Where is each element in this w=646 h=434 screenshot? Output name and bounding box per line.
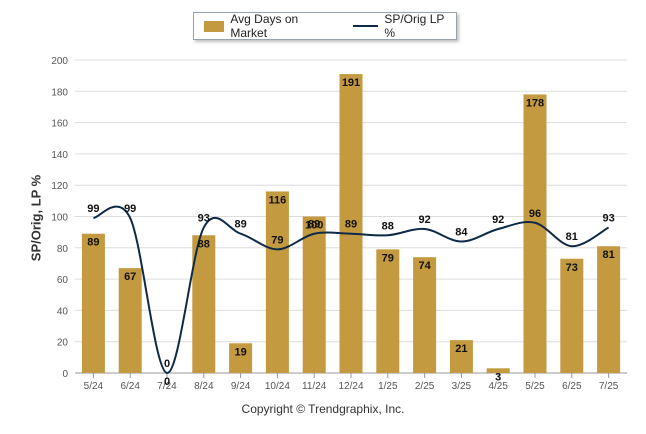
- y-tick-label: 60: [57, 275, 69, 286]
- line-value-label: 89: [308, 219, 320, 231]
- line-value-label: 92: [492, 214, 504, 226]
- bar-value-label: 73: [566, 262, 578, 274]
- bar-value-label: 3: [495, 371, 501, 383]
- bar-7-25: [597, 246, 621, 373]
- line-value-label: 96: [529, 208, 541, 220]
- bar-value-label: 88: [198, 238, 210, 250]
- line-value-label: 0: [164, 358, 170, 370]
- line-value-label: 81: [566, 231, 578, 243]
- line-value-label: 93: [198, 212, 210, 224]
- legend-bar-swatch: [204, 20, 225, 32]
- bar-value-label: 67: [124, 271, 136, 283]
- x-tick-label: 1/25: [378, 381, 398, 392]
- x-tick-label: 6/25: [562, 381, 582, 392]
- x-tick-label: 12/24: [338, 381, 363, 392]
- y-tick-label: 180: [51, 87, 68, 98]
- legend-line-label: SP/Orig LP %: [384, 12, 445, 40]
- line-value-label: 99: [87, 203, 99, 215]
- legend-item-bar[interactable]: Avg Days on Market: [204, 12, 335, 40]
- bar-10-24: [265, 191, 289, 373]
- x-tick-label: 5/24: [84, 381, 104, 392]
- x-tick-label: 3/25: [452, 381, 472, 392]
- bar-value-label: 178: [526, 97, 544, 109]
- line-value-label: 89: [234, 219, 246, 231]
- y-tick-label: 0: [62, 369, 68, 380]
- bar-4-25: [486, 368, 510, 373]
- x-tick-label: 11/24: [302, 381, 327, 392]
- line-value-label: 79: [271, 234, 283, 246]
- x-tick-label: 7/24: [157, 381, 177, 392]
- legend-bar-label: Avg Days on Market: [230, 12, 299, 40]
- line-value-label: 88: [382, 220, 394, 232]
- x-tick-label: 5/25: [525, 381, 545, 392]
- bar-3-25: [449, 340, 473, 373]
- bar-value-label: 89: [87, 237, 99, 249]
- bar-8-24: [192, 235, 216, 373]
- bar-value-label: 191: [342, 77, 360, 89]
- bar-value-label: 74: [418, 260, 431, 272]
- x-tick-label: 2/25: [415, 381, 435, 392]
- y-tick-label: 160: [51, 119, 68, 130]
- bar-value-label: 79: [382, 252, 394, 264]
- legend-item-line[interactable]: SP/Orig LP %: [353, 12, 456, 40]
- y-tick-label: 80: [57, 244, 69, 255]
- y-axis-label: SP/Orig, LP %: [28, 174, 44, 262]
- x-tick-label: 8/24: [194, 381, 214, 392]
- x-tick-label: 4/25: [488, 381, 508, 392]
- legend: Avg Days on Market SP/Orig LP %: [193, 12, 457, 40]
- bar-6-25: [560, 258, 584, 373]
- bar-5-25: [523, 94, 547, 374]
- bar-value-label: 21: [455, 343, 467, 355]
- bar-9-24: [229, 343, 253, 373]
- x-tick-label: 10/24: [265, 381, 290, 392]
- line-value-label: 84: [455, 227, 468, 239]
- bar-12-24: [339, 74, 363, 374]
- bar-value-label: 81: [602, 249, 614, 261]
- bar-5-24: [81, 233, 105, 373]
- line-value-label: 99: [124, 203, 136, 215]
- legend-line-swatch: [353, 25, 379, 27]
- y-tick-label: 200: [51, 56, 68, 67]
- bar-value-label: 116: [269, 194, 287, 206]
- bar-value-label: 0: [164, 376, 170, 388]
- y-tick-label: 120: [51, 181, 68, 192]
- bar-6-24: [118, 268, 142, 373]
- y-tick-label: 40: [57, 306, 69, 317]
- bar-11-24: [302, 216, 326, 373]
- y-tick-label: 140: [51, 150, 68, 161]
- line-value-label: 93: [602, 212, 614, 224]
- line-value-label: 89: [345, 219, 357, 231]
- line-sp-orig-lp: [93, 205, 610, 375]
- bar-2-25: [413, 257, 437, 373]
- x-tick-label: 9/24: [231, 381, 251, 392]
- copyright-footer: Copyright © Trendgraphix, Inc.: [241, 402, 405, 416]
- line-value-label: 92: [418, 214, 430, 226]
- bar-value-label: 19: [234, 346, 246, 358]
- y-tick-label: 20: [57, 338, 69, 349]
- x-tick-label: 7/25: [599, 381, 619, 392]
- bar-value-label: 100: [305, 220, 323, 232]
- y-tick-label: 100: [51, 213, 68, 224]
- x-tick-label: 6/24: [120, 381, 140, 392]
- bar-1-25: [376, 249, 400, 373]
